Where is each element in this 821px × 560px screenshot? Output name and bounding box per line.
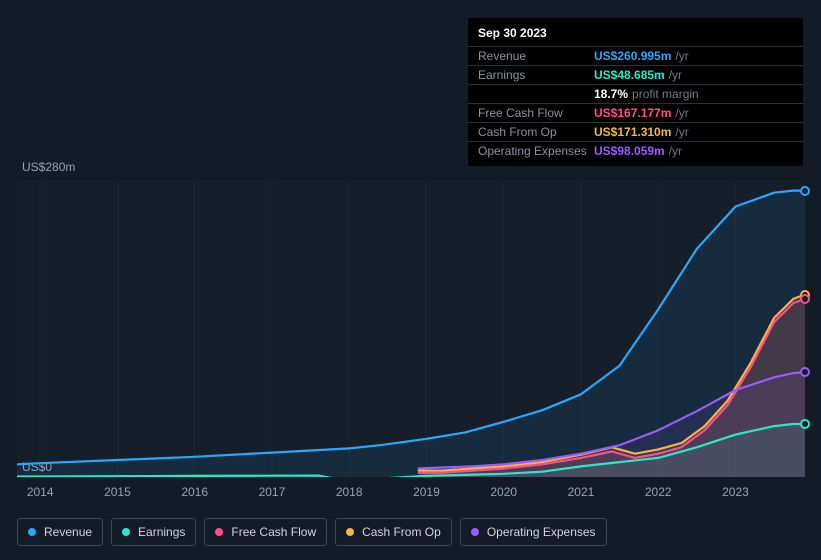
chart-tooltip: Sep 30 2023 RevenueUS$260.995m/yrEarning… (468, 18, 803, 166)
tooltip-row-label: Free Cash Flow (478, 106, 594, 120)
tooltip-row-value: US$167.177m (594, 106, 671, 120)
tooltip-row-suffix: /yr (669, 68, 682, 82)
tooltip-date: Sep 30 2023 (468, 24, 803, 46)
tooltip-row-label: Earnings (478, 68, 594, 82)
x-axis-tick: 2022 (645, 485, 672, 499)
x-axis-tick: 2017 (259, 485, 286, 499)
legend-label: Free Cash Flow (231, 525, 316, 539)
tooltip-row: Cash From OpUS$171.310m/yr (468, 122, 803, 141)
series-end-marker-revenue (800, 186, 810, 196)
series-end-marker-earnings (800, 419, 810, 429)
x-axis-tick: 2020 (490, 485, 517, 499)
tooltip-row-value: 18.7% (594, 87, 628, 101)
legend-label: Cash From Op (362, 525, 441, 539)
legend-item-revenue[interactable]: Revenue (17, 518, 103, 546)
legend-label: Revenue (44, 525, 92, 539)
legend-item-cash_from_op[interactable]: Cash From Op (335, 518, 452, 546)
legend-swatch (346, 528, 354, 536)
tooltip-row: RevenueUS$260.995m/yr (468, 46, 803, 65)
x-axis-tick: 2018 (336, 485, 363, 499)
legend-swatch (215, 528, 223, 536)
legend-item-earnings[interactable]: Earnings (111, 518, 196, 546)
tooltip-row: 18.7% profit margin (468, 84, 803, 103)
tooltip-row-label: Cash From Op (478, 125, 594, 139)
financials-chart[interactable] (17, 180, 805, 477)
legend-item-operating_expenses[interactable]: Operating Expenses (460, 518, 607, 546)
tooltip-row-value: US$48.685m (594, 68, 665, 82)
legend-item-free_cash_flow[interactable]: Free Cash Flow (204, 518, 327, 546)
x-axis-tick: 2016 (181, 485, 208, 499)
tooltip-row-value: US$171.310m (594, 125, 671, 139)
tooltip-row-suffix: /yr (675, 125, 688, 139)
x-axis-tick: 2019 (413, 485, 440, 499)
tooltip-row: Free Cash FlowUS$167.177m/yr (468, 103, 803, 122)
series-end-marker-free_cash_flow (800, 294, 810, 304)
legend-label: Earnings (138, 525, 185, 539)
tooltip-row-value: US$260.995m (594, 49, 671, 63)
legend-label: Operating Expenses (487, 525, 596, 539)
chart-legend: Revenue Earnings Free Cash Flow Cash From O… (17, 518, 607, 546)
tooltip-row-label: Operating Expenses (478, 144, 594, 158)
tooltip-row: Operating ExpensesUS$98.059m/yr (468, 141, 803, 160)
y-axis-max-label: US$280m (22, 160, 75, 174)
tooltip-row-suffix: /yr (675, 106, 688, 120)
tooltip-row-suffix: /yr (675, 49, 688, 63)
tooltip-row-suffix: /yr (669, 144, 682, 158)
tooltip-row-value: US$98.059m (594, 144, 665, 158)
series-end-marker-operating_expenses (800, 367, 810, 377)
legend-swatch (28, 528, 36, 536)
tooltip-row-label: Revenue (478, 49, 594, 63)
x-axis-tick: 2021 (568, 485, 595, 499)
tooltip-row-suffix: profit margin (632, 87, 699, 101)
x-axis-tick: 2023 (722, 485, 749, 499)
legend-swatch (122, 528, 130, 536)
tooltip-row: EarningsUS$48.685m/yr (468, 65, 803, 84)
x-axis-tick: 2014 (27, 485, 54, 499)
legend-swatch (471, 528, 479, 536)
x-axis-tick: 2015 (104, 485, 131, 499)
